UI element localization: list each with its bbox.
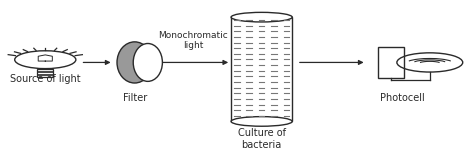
Ellipse shape (231, 117, 292, 126)
Bar (37, 69, 53, 77)
Text: Filter: Filter (122, 93, 147, 103)
Text: Monochromatic
light: Monochromatic light (158, 31, 228, 50)
Ellipse shape (117, 42, 152, 83)
Text: Photocell: Photocell (380, 93, 425, 103)
Bar (231, 17, 292, 121)
Text: Source of light: Source of light (10, 74, 81, 84)
Ellipse shape (231, 12, 292, 22)
Bar (378, 47, 404, 78)
Text: Culture of
bacteria: Culture of bacteria (237, 128, 286, 150)
Ellipse shape (133, 43, 163, 81)
